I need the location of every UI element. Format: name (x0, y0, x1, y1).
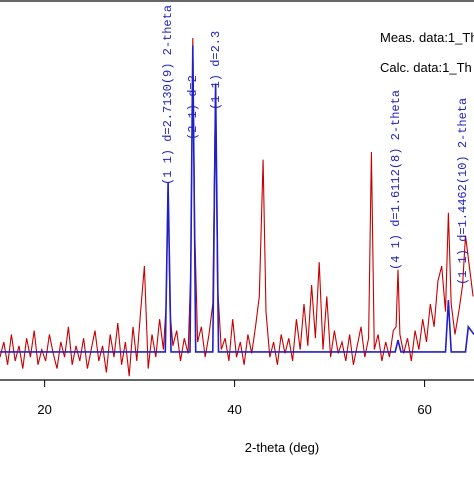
peak-annotation: (1 1) d=2.3 (209, 31, 223, 110)
x-axis-label: 2-theta (deg) (245, 440, 319, 455)
plot-frame (0, 0, 474, 381)
x-tick-label: 20 (37, 402, 51, 417)
legend-label: Meas. data:1_Th (380, 30, 474, 45)
series-line (0, 45, 474, 353)
peak-annotation: (1 1) d=1.4462(10) 2-theta (456, 98, 470, 285)
x-tick-label: 60 (417, 402, 431, 417)
peak-annotation: (4 1) d=1.6112(8) 2-theta (389, 90, 403, 270)
peak-annotation: (2 1) d=2 (186, 75, 200, 140)
peak-annotation: (1 1) d=2.7130(9) 2-theta (161, 5, 175, 185)
legend-label: Calc. data:1_Th (380, 60, 472, 75)
x-tick-label: 40 (227, 402, 241, 417)
series-line (0, 37, 474, 377)
